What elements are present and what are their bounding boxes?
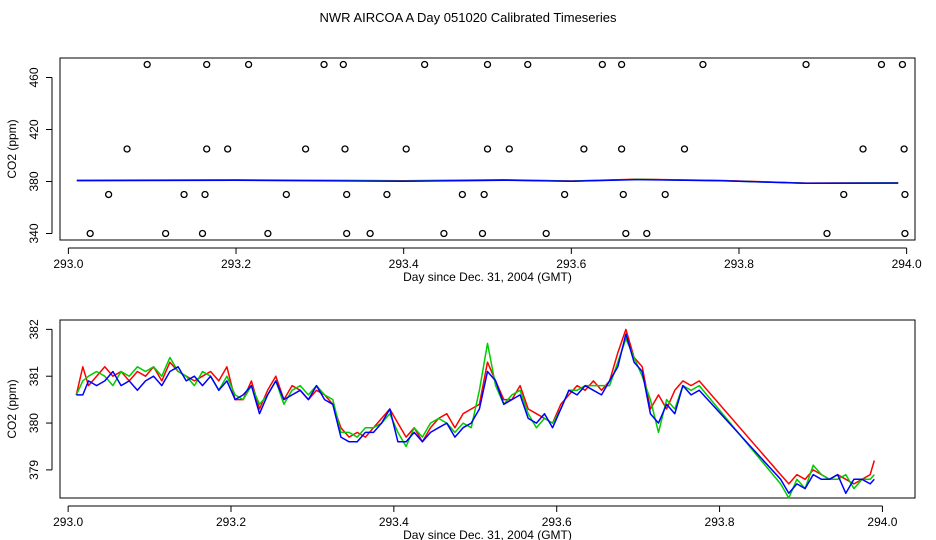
marker-point [483,60,492,69]
plot-frame [59,57,916,241]
marker-point [223,145,232,153]
marker-point [203,145,211,153]
marker-point [560,190,569,199]
marker-point [617,145,626,153]
figure-title: NWR AIRCOA A Day 051020 Calibrated Times… [320,10,617,25]
marker-point [123,145,131,153]
marker-point [420,60,429,69]
marker-point [478,229,487,238]
x-tick-label: 293.6 [542,515,572,529]
marker-point [366,229,374,238]
marker-point [901,229,909,238]
x-tick-label: 294.0 [867,515,897,529]
x-axis-label: Day since Dec. 31, 2004 (GMT) [403,270,572,284]
marker-point [598,60,606,69]
x-tick-label: 293.2 [216,515,246,529]
marker-point [301,145,310,153]
marker-point [198,229,207,238]
marker-point [643,229,651,238]
marker-point [480,190,488,199]
marker-point [524,60,532,69]
y-tick-label: 380 [27,171,41,191]
marker-point [341,145,349,153]
x-tick-label: 293.8 [724,257,754,271]
marker-point [180,190,188,199]
top-panel: 293.0 293.2 293.4 293.6 293.8 294.0 Day since … [5,57,922,284]
y-tick-label: 460 [27,67,41,87]
x-tick-label: 293.4 [379,515,409,529]
marker-point [458,190,467,199]
x-tick-label: 293.6 [556,257,586,271]
series-line-blue [76,333,875,495]
marker-point [505,145,513,153]
marker-point [901,190,909,199]
marker-point [622,229,630,238]
marker-point [898,60,907,69]
x-tick-label: 294.0 [892,257,922,271]
series-line-blue [76,178,899,184]
marker-point [900,145,908,153]
y-tick-label: 420 [27,119,41,139]
y-tick-label: 382 [27,319,41,339]
marker-point [699,60,707,69]
marker-point [339,60,347,69]
bottom-panel: 293.0 293.2 293.4 293.6 293.8 294.0 Day since … [5,319,916,540]
marker-point [802,60,810,69]
marker-point [840,190,848,199]
marker-point [161,229,170,238]
x-tick-label: 293.8 [705,515,735,529]
x-tick-label: 293.0 [53,515,83,529]
marker-point [619,190,627,199]
marker-point [343,190,351,199]
marker-point [402,145,410,153]
marker-point [661,190,669,199]
marker-point [264,229,272,238]
marker-point [86,229,94,238]
marker-point [201,190,209,199]
marker-point [244,60,253,69]
marker-point [877,60,886,69]
y-tick-label: 380 [27,413,41,433]
y-axis-label: CO2 (ppm) [5,119,19,178]
marker-point [483,145,492,153]
x-tick-label: 293.0 [53,257,83,271]
marker-point [680,145,689,153]
marker-point [143,60,151,69]
x-tick-label: 293.4 [389,257,419,271]
marker-point [343,229,351,238]
series-line-green [75,337,875,499]
x-axis-label: Day since Dec. 31, 2004 (GMT) [403,528,572,540]
marker-point [440,229,448,238]
marker-point [617,60,626,69]
y-tick-label: 381 [27,366,41,386]
y-tick-label: 379 [27,460,41,480]
marker-point [542,229,550,238]
marker-point [282,190,290,199]
marker-point [383,190,391,199]
marker-point [104,190,113,199]
marker-point [823,229,831,238]
marker-point [859,145,867,153]
x-tick-label: 293.2 [221,257,251,271]
plot-frame [59,319,916,499]
marker-point [320,60,328,69]
marker-point [203,60,211,69]
y-axis-label: CO2 (ppm) [5,379,19,438]
marker-point [580,145,588,153]
y-tick-label: 340 [27,223,41,243]
